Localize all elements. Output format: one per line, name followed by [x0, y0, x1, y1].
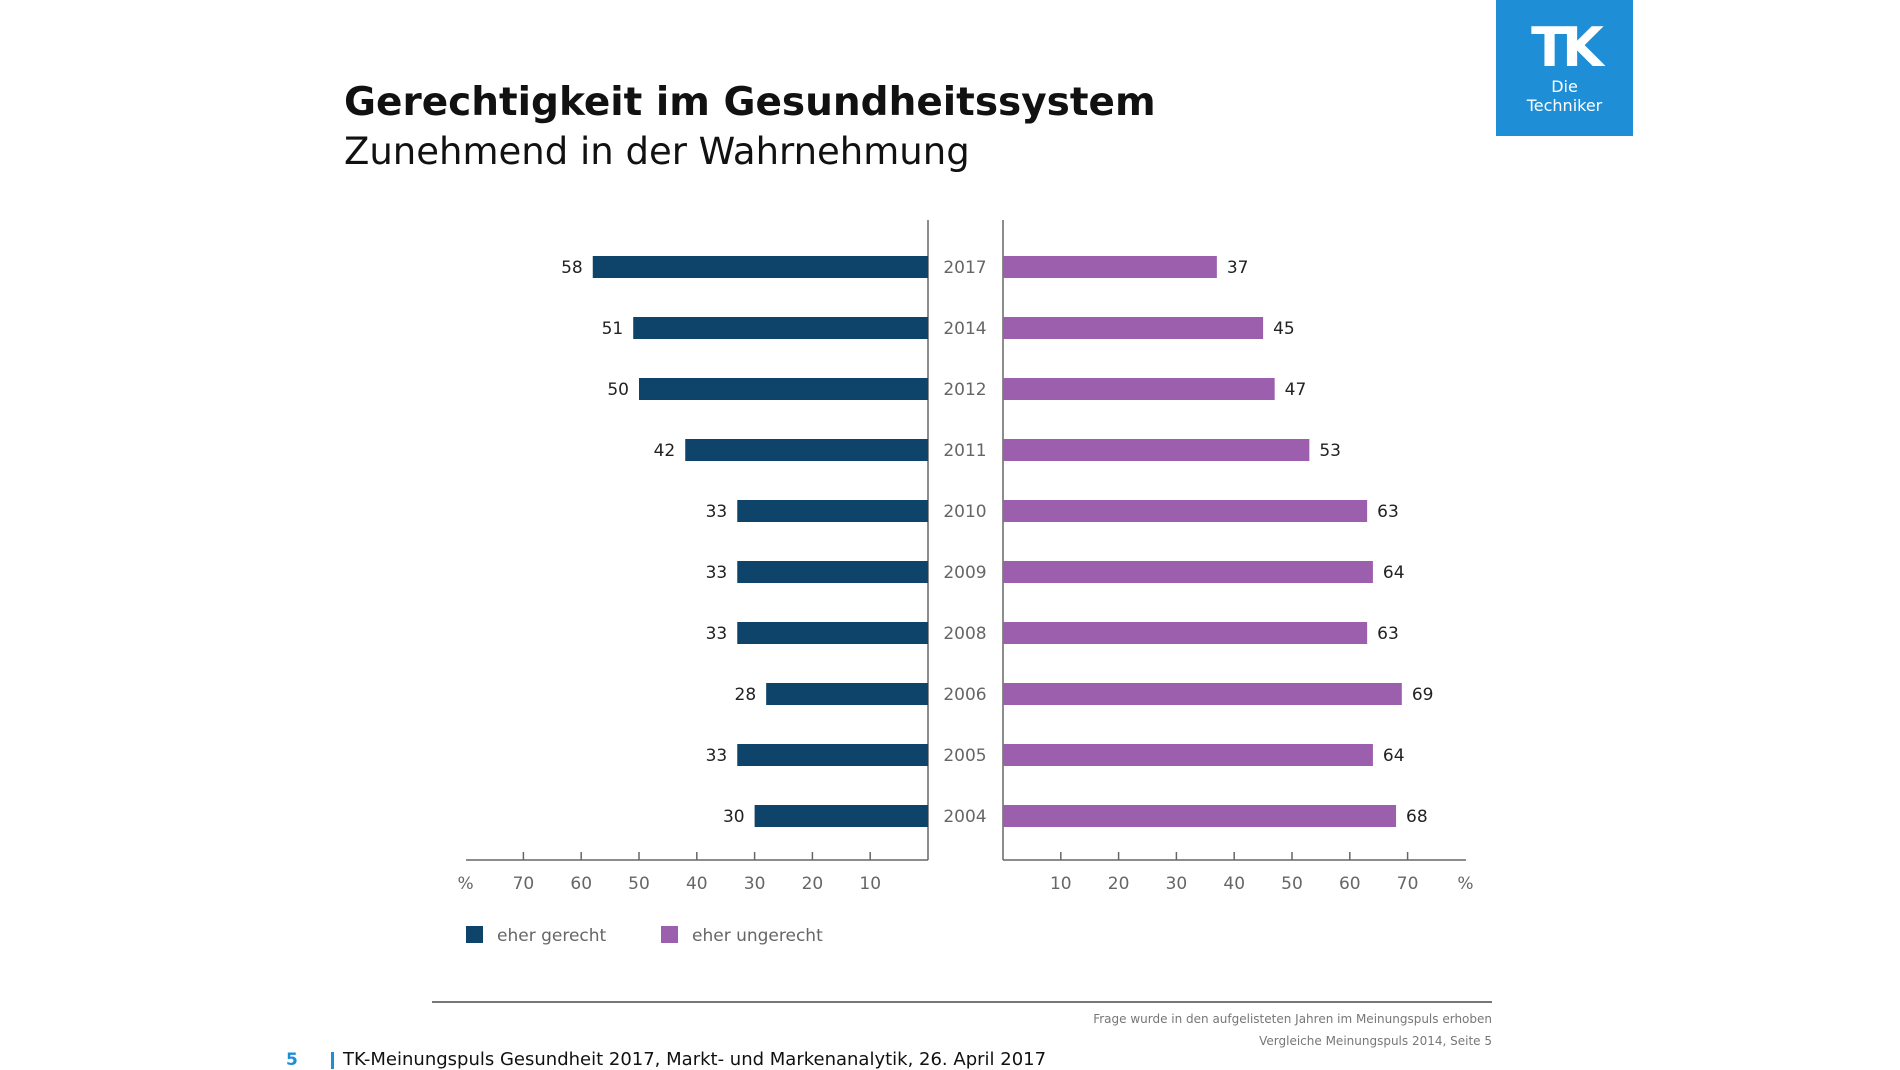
- page-subtitle: Zunehmend in der Wahrnehmung: [344, 130, 970, 173]
- logo-text-line1: Die: [1551, 77, 1578, 96]
- right-tick-label-70: 70: [1397, 874, 1419, 894]
- left-tick-label-60: 60: [570, 874, 592, 894]
- tk-logo: TK Die Techniker: [1496, 0, 1633, 136]
- data-label-eher-ungerecht-2014: 45: [1273, 319, 1295, 339]
- right-tick-label-20: 20: [1108, 874, 1130, 894]
- legend-swatch-ungerecht: [661, 926, 678, 943]
- data-label-eher-gerecht-2010: 33: [706, 502, 728, 522]
- footer-divider: [432, 1001, 1492, 1003]
- data-label-eher-ungerecht-2010: 63: [1377, 502, 1399, 522]
- bar-eher-ungerecht-2014: [1003, 317, 1264, 339]
- legend-label-gerecht: eher gerecht: [497, 926, 607, 946]
- bar-eher-ungerecht-2011: [1003, 439, 1310, 461]
- logo-text-line2: Techniker: [1526, 96, 1603, 115]
- category-label-2008: 2008: [943, 624, 986, 644]
- bar-eher-ungerecht-2005: [1003, 744, 1373, 766]
- category-label-2012: 2012: [943, 380, 986, 400]
- data-label-eher-ungerecht-2009: 64: [1383, 563, 1405, 583]
- right-tick-label-30: 30: [1166, 874, 1188, 894]
- left-tick-label-30: 30: [744, 874, 766, 894]
- page-number: 5: [286, 1050, 298, 1070]
- bar-eher-gerecht-2011: [685, 439, 928, 461]
- data-label-eher-gerecht-2004: 30: [723, 807, 745, 827]
- data-label-eher-gerecht-2006: 28: [735, 685, 757, 705]
- category-label-2011: 2011: [943, 441, 986, 461]
- footer-note-line2: Vergleiche Meinungspuls 2014, Seite 5: [1259, 1034, 1492, 1048]
- category-label-2010: 2010: [943, 502, 986, 522]
- left-tick-label-20: 20: [802, 874, 824, 894]
- bar-eher-ungerecht-2017: [1003, 256, 1217, 278]
- bar-eher-gerecht-2005: [737, 744, 928, 766]
- bar-eher-gerecht-2006: [766, 683, 928, 705]
- bar-eher-gerecht-2004: [754, 805, 928, 827]
- right-tick-label-40: 40: [1223, 874, 1245, 894]
- data-label-eher-gerecht-2009: 33: [706, 563, 728, 583]
- bar-eher-gerecht-2010: [737, 500, 928, 522]
- data-label-eher-gerecht-2012: 50: [607, 380, 629, 400]
- data-label-eher-ungerecht-2017: 37: [1227, 258, 1249, 278]
- data-label-eher-ungerecht-2004: 68: [1406, 807, 1428, 827]
- bar-eher-gerecht-2008: [737, 622, 928, 644]
- data-label-eher-ungerecht-2012: 47: [1285, 380, 1307, 400]
- footer-source: TK-Meinungspuls Gesundheit 2017, Markt- …: [343, 1049, 1047, 1070]
- right-tick-label-60: 60: [1339, 874, 1361, 894]
- right-tick-label-50: 50: [1281, 874, 1303, 894]
- left-tick-label-percent: %: [458, 874, 474, 894]
- legend-item-ungerecht: eher ungerecht: [661, 926, 823, 946]
- logo-mark: TK: [1531, 16, 1604, 79]
- right-tick-label-10: 10: [1050, 874, 1072, 894]
- legend-item-gerecht: eher gerecht: [466, 926, 606, 946]
- right-tick-label-percent: %: [1457, 874, 1473, 894]
- bar-eher-gerecht-2009: [737, 561, 928, 583]
- category-label-2005: 2005: [943, 746, 986, 766]
- bar-eher-ungerecht-2006: [1003, 683, 1402, 705]
- left-tick-label-10: 10: [859, 874, 881, 894]
- category-label-2004: 2004: [943, 807, 986, 827]
- bar-eher-ungerecht-2010: [1003, 500, 1368, 522]
- category-label-2014: 2014: [943, 319, 986, 339]
- left-tick-label-40: 40: [686, 874, 708, 894]
- data-label-eher-ungerecht-2008: 63: [1377, 624, 1399, 644]
- data-label-eher-ungerecht-2005: 64: [1383, 746, 1405, 766]
- footer-accent-bar: [331, 1052, 334, 1069]
- data-label-eher-gerecht-2005: 33: [706, 746, 728, 766]
- data-label-eher-ungerecht-2006: 69: [1412, 685, 1434, 705]
- category-label-2017: 2017: [943, 258, 986, 278]
- bar-eher-ungerecht-2012: [1003, 378, 1275, 400]
- data-label-eher-gerecht-2008: 33: [706, 624, 728, 644]
- bar-eher-gerecht-2012: [639, 378, 928, 400]
- data-label-eher-gerecht-2011: 42: [654, 441, 676, 461]
- bar-eher-gerecht-2014: [633, 317, 928, 339]
- left-tick-label-70: 70: [513, 874, 535, 894]
- legend-swatch-gerecht: [466, 926, 483, 943]
- data-label-eher-gerecht-2014: 51: [602, 319, 624, 339]
- page-title: Gerechtigkeit im Gesundheitssystem: [344, 80, 1156, 125]
- bar-eher-gerecht-2017: [592, 256, 928, 278]
- category-label-2009: 2009: [943, 563, 986, 583]
- data-label-eher-gerecht-2017: 58: [561, 258, 583, 278]
- category-label-2006: 2006: [943, 685, 986, 705]
- bar-eher-ungerecht-2004: [1003, 805, 1397, 827]
- left-tick-label-50: 50: [628, 874, 650, 894]
- bar-eher-ungerecht-2009: [1003, 561, 1373, 583]
- data-label-eher-ungerecht-2011: 53: [1319, 441, 1341, 461]
- bar-eher-ungerecht-2008: [1003, 622, 1368, 644]
- legend-label-ungerecht: eher ungerecht: [692, 926, 823, 946]
- footer-note-line1: Frage wurde in den aufgelisteten Jahren …: [1093, 1012, 1492, 1026]
